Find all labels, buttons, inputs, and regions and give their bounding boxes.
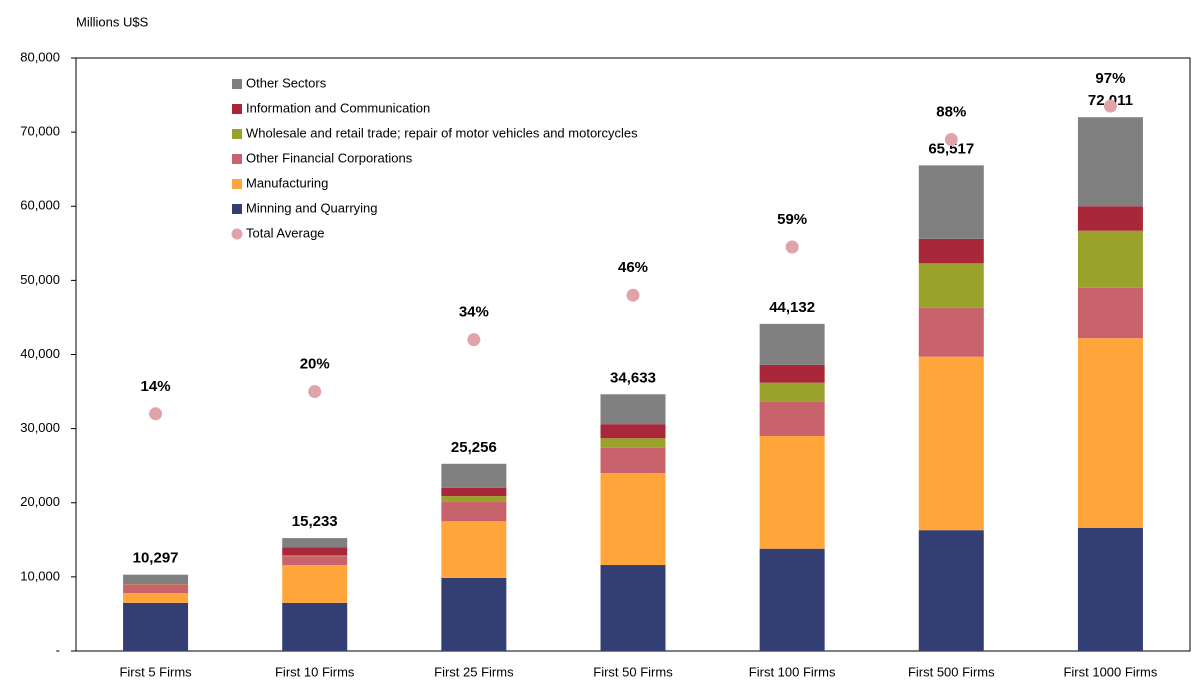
point-label: 14% [141, 378, 171, 395]
point [627, 289, 640, 302]
bar-segment [123, 593, 188, 603]
total-label: 44,132 [769, 299, 815, 316]
bar-segment [919, 263, 984, 307]
x-tick-label: First 25 Firms [434, 664, 514, 679]
bar-segment [601, 438, 666, 448]
bar-segment [760, 549, 825, 651]
legend-swatch [232, 154, 242, 164]
y-tick-label: 80,000 [20, 49, 60, 64]
total-label: 25,256 [451, 439, 497, 456]
bar-segment [601, 424, 666, 438]
y-tick-label: 70,000 [20, 124, 60, 139]
bar-segment [919, 357, 984, 530]
point [1104, 100, 1117, 113]
y-tick-label: - [56, 642, 60, 657]
legend-swatch [232, 104, 242, 114]
bar-segment [282, 547, 347, 555]
bar-segment [441, 578, 506, 651]
bar-segment [1078, 528, 1143, 651]
bar-segment [282, 538, 347, 547]
y-tick-label: 20,000 [20, 494, 60, 509]
x-tick-label: First 5 Firms [119, 664, 192, 679]
bar-segment [441, 521, 506, 578]
legend-label: Minning and Quarrying [246, 200, 378, 215]
bar-segment [601, 448, 666, 473]
point [467, 333, 480, 346]
legend-label: Other Sectors [246, 75, 327, 90]
x-tick-label: First 100 Firms [749, 664, 836, 679]
total-label: 34,633 [610, 369, 656, 386]
total-label: 10,297 [133, 550, 179, 567]
x-tick-label: First 500 Firms [908, 664, 995, 679]
point-label: 20% [300, 356, 330, 373]
legend-label: Total Average [246, 225, 325, 240]
bar-segment [919, 530, 984, 651]
bar-segment [760, 383, 825, 402]
bar-segment [282, 603, 347, 651]
y-tick-label: 40,000 [20, 346, 60, 361]
bar-segment [1078, 117, 1143, 206]
bar-segment [282, 565, 347, 603]
legend-label: Wholesale and retail trade; repair of mo… [246, 125, 638, 140]
bar-segment [1078, 288, 1143, 338]
point [945, 133, 958, 146]
x-tick-label: First 1000 Firms [1063, 664, 1157, 679]
y-tick-label: 60,000 [20, 198, 60, 213]
legend-swatch [232, 79, 242, 89]
legend-swatch [232, 179, 242, 189]
bar-segment [282, 555, 347, 556]
total-label: 15,233 [292, 513, 338, 530]
x-tick-label: First 50 Firms [593, 664, 673, 679]
bar-segment [441, 501, 506, 521]
bar-segment [760, 436, 825, 549]
x-tick-label: First 10 Firms [275, 664, 355, 679]
point [786, 241, 799, 254]
bar-segment [760, 365, 825, 383]
y-tick-label: 50,000 [20, 272, 60, 287]
bar-segment [1078, 231, 1143, 288]
bar-segment [1078, 338, 1143, 528]
point-label: 97% [1095, 70, 1125, 87]
bar-segment [441, 496, 506, 501]
legend-label: Manufacturing [246, 175, 328, 190]
bar-segment [760, 402, 825, 436]
point [149, 407, 162, 420]
point-label: 59% [777, 211, 807, 228]
bar-segment [123, 584, 188, 593]
legend-label: Information and Communication [246, 100, 430, 115]
bar-segment [1078, 206, 1143, 230]
bar-segment [123, 603, 188, 651]
bar-segment [123, 575, 188, 584]
point-label: 34% [459, 304, 489, 321]
point-label: 46% [618, 259, 648, 276]
bar-segment [919, 165, 984, 239]
legend-swatch [232, 204, 242, 214]
bar-segment [919, 239, 984, 263]
bar-segment [441, 488, 506, 496]
legend-label: Other Financial Corporations [246, 150, 413, 165]
legend-swatch [232, 129, 242, 139]
bar-segment [601, 565, 666, 651]
bar-segment [282, 556, 347, 565]
y-tick-label: 30,000 [20, 420, 60, 435]
bar-segment [760, 324, 825, 365]
point [308, 385, 321, 398]
bar-segment [601, 394, 666, 424]
bar-segment [441, 464, 506, 488]
y-axis-label: Millions U$S [76, 14, 149, 29]
bar-segment [919, 308, 984, 357]
legend-marker [232, 229, 243, 240]
point-label: 88% [936, 104, 966, 121]
bar-segment [601, 473, 666, 565]
y-tick-label: 10,000 [20, 568, 60, 583]
